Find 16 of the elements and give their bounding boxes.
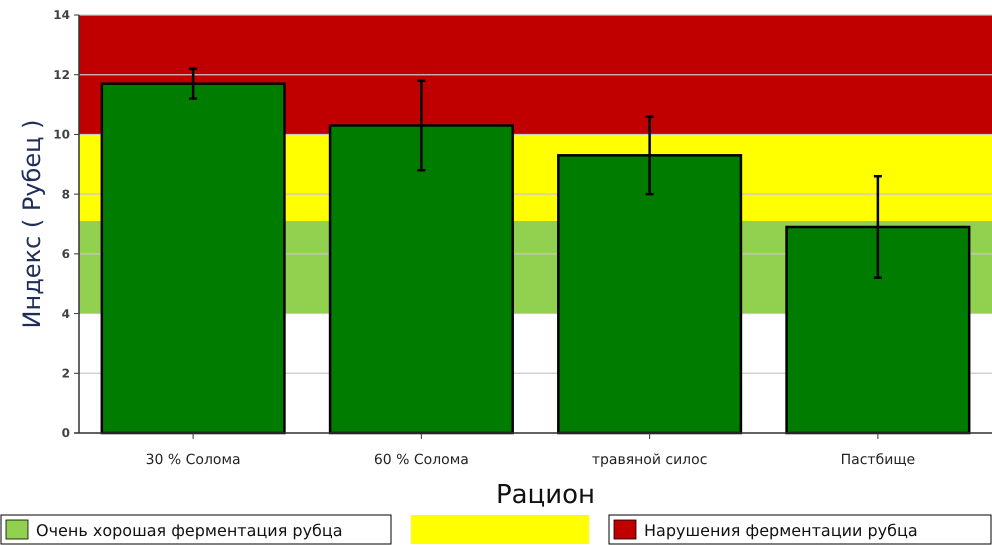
x-tick-label: 30 % Солома [146, 452, 241, 468]
x-tick-label: 60 % Солома [374, 452, 469, 468]
x-tick-label: травяной силос [592, 452, 708, 468]
x-tick-label: Пастбище [840, 452, 916, 468]
y-tick-label: 8 [62, 187, 70, 202]
x-axis-title: Рацион [496, 480, 596, 510]
legend-label: Очень хорошая ферментация рубца [36, 521, 343, 540]
y-axis-title: Индекс ( Рубец ) [18, 120, 46, 328]
y-tick-label: 6 [62, 247, 70, 262]
y-tick-label: 14 [53, 8, 70, 22]
y-tick-label: 4 [62, 306, 70, 321]
legend-label: Нарушения ферментации рубца [644, 521, 918, 540]
y-tick-label: 12 [53, 68, 70, 82]
y-tick-label: 2 [62, 366, 70, 380]
y-tick-label: 0 [62, 426, 70, 440]
y-tick-label: 10 [53, 128, 70, 142]
